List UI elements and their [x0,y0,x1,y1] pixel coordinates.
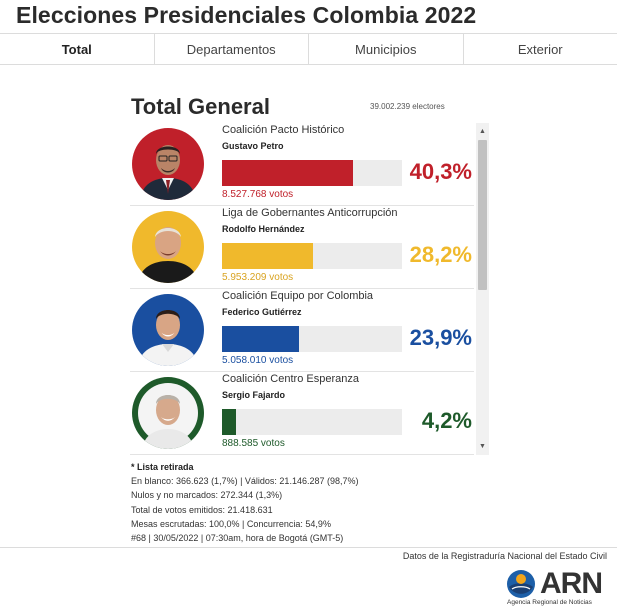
candidate-photo [132,377,204,449]
list-scrollbar[interactable]: ▲ ▼ [476,123,489,455]
tab-bar: Total Departamentos Municipios Exterior [0,33,617,65]
logo-subtitle: Agencia Regional de Noticias [507,599,592,606]
candidate-photo [132,294,204,366]
footer-divider [0,547,617,548]
arn-logo-icon [507,570,535,598]
vote-count: 5.058.010 votos [222,355,294,366]
candidate-name: Gustavo Petro [222,141,284,151]
vote-bar-fill [222,160,353,186]
candidate-photo [132,128,204,200]
note-line: Nulos y no marcados: 272.344 (1,3%) [131,490,283,501]
arn-logo: ARN Agencia Regional de Noticias [506,567,612,609]
scroll-thumb[interactable] [478,140,487,290]
candidate-card: Coalición Pacto Histórico Gustavo Petro … [130,123,474,206]
candidate-card: Liga de Gobernantes Anticorrupción Rodol… [130,206,474,289]
vote-count: 888.585 votos [222,438,285,449]
vote-percent: 28,2% [409,242,472,267]
vote-bar [222,160,402,186]
vote-count: 5.953.209 votos [222,272,294,283]
vote-bar [222,409,402,435]
note-line: Total de votos emitidos: 21.418.631 [131,504,273,515]
candidate-photo [132,211,204,283]
party-name: Coalición Pacto Histórico [222,124,345,136]
candidate-list[interactable]: Coalición Pacto Histórico Gustavo Petro … [130,123,474,455]
vote-bar-fill [222,326,299,352]
vote-bar [222,243,402,269]
vote-bar-fill [222,409,236,435]
withdrawn-note: * Lista retirada [131,462,194,472]
note-line: #68 | 30/05/2022 | 07:30am, hora de Bogo… [131,533,344,544]
candidate-card: Coalición Centro Esperanza Sergio Fajard… [130,372,474,455]
section-title: Total General [131,94,270,119]
candidate-name: Sergio Fajardo [222,390,286,400]
vote-percent: 40,3% [409,159,472,184]
note-line: Mesas escrutadas: 100,0% | Concurrencia:… [131,518,331,529]
party-name: Liga de Gobernantes Anticorrupción [222,207,398,219]
vote-percent: 4,2% [421,408,472,433]
data-source: Datos de la Registraduría Nacional del E… [402,551,607,561]
tab-exterior[interactable]: Exterior [517,41,563,57]
page-title: Elecciones Presidenciales Colombia 2022 [16,2,477,28]
vote-bar [222,326,402,352]
electors-count: 39.002.239 electores [370,102,445,111]
results-notes: * Lista retirada En blanco: 366.623 (1,7… [131,460,359,545]
candidate-name: Federico Gutiérrez [222,307,302,317]
tab-departamentos[interactable]: Departamentos [155,34,309,64]
tab-total[interactable]: Total [0,34,155,64]
vote-percent: 23,9% [409,325,472,350]
scroll-up-arrow-icon[interactable]: ▲ [479,128,486,135]
vote-bar-fill [222,243,313,269]
logo-text: ARN [540,567,603,600]
scroll-down-arrow-icon[interactable]: ▼ [479,443,486,450]
candidate-card: Coalición Equipo por Colombia Federico G… [130,289,474,372]
vote-count: 8.527.768 votos [222,189,294,200]
party-name: Coalición Equipo por Colombia [222,290,374,302]
candidate-name: Rodolfo Hernández [222,224,305,234]
note-line: En blanco: 366.623 (1,7%) | Válidos: 21.… [131,476,359,487]
tab-municipios[interactable]: Municipios [309,34,464,64]
party-name: Coalición Centro Esperanza [222,373,359,385]
